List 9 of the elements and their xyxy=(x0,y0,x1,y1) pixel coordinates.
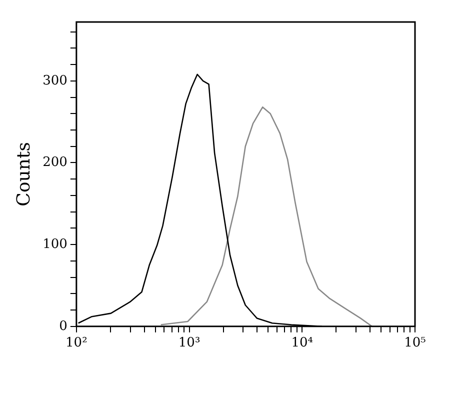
x-tick-label: 10⁵ xyxy=(404,336,426,351)
y-tick-label: 100 xyxy=(42,236,68,252)
y-tick-label: 0 xyxy=(59,318,68,334)
y-tick-label: 200 xyxy=(42,155,68,170)
x-tick-label: 10² xyxy=(66,336,88,351)
x-tick-label: 10³ xyxy=(178,336,200,351)
x-tick-label: 10⁴ xyxy=(291,336,314,351)
y-tick-label: 300 xyxy=(42,73,68,88)
y-axis-title: Counts xyxy=(13,142,34,206)
